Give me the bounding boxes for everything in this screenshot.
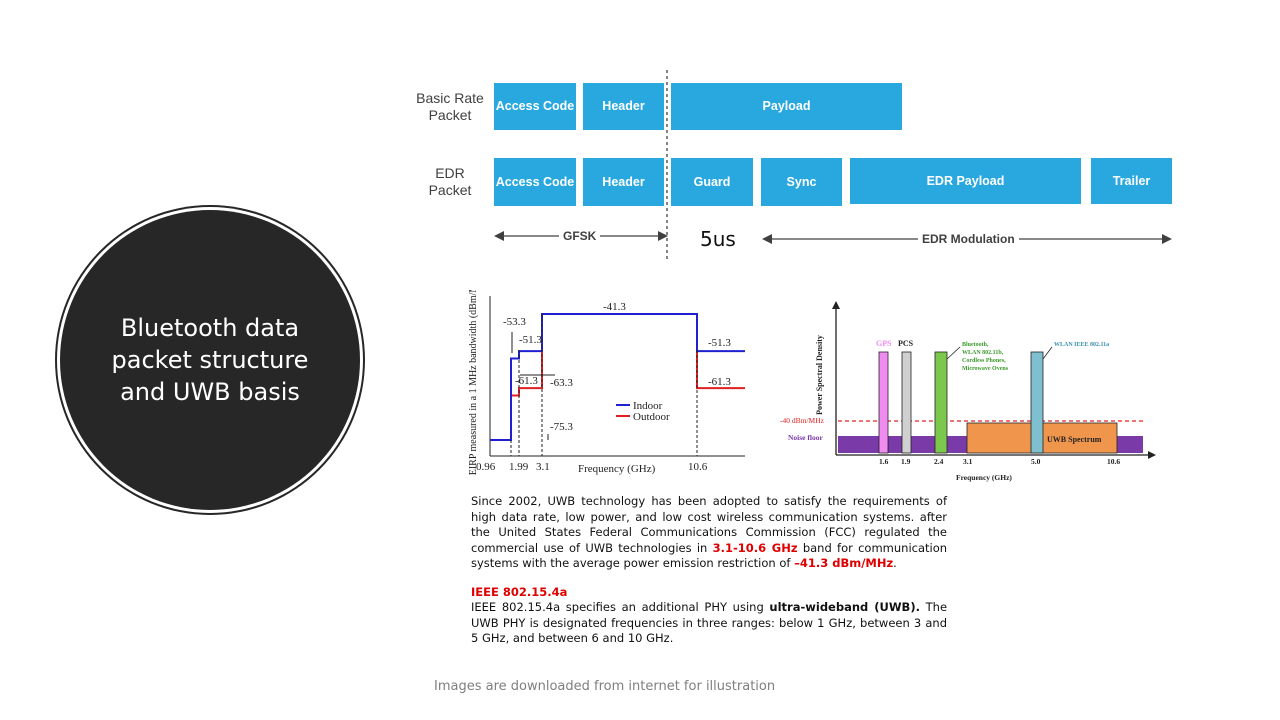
fcc-annot-513: -51.3 — [519, 334, 542, 346]
footer-note: Images are downloaded from internet for … — [434, 679, 776, 694]
gps-label: GPS — [876, 339, 892, 348]
fcc-annot-633: -63.3 — [550, 377, 573, 389]
fcc-tick-199: 1.99 — [509, 461, 529, 473]
slide-title-wrap: Bluetooth data packet structure and UWB … — [60, 210, 360, 510]
bluetooth-bar — [934, 351, 948, 454]
uwb-x-arrowhead — [1148, 451, 1156, 459]
fcc-annot-613: -61.3 — [515, 375, 538, 387]
edr-packet-label: EDR Packet — [410, 165, 490, 199]
edr-trailer-block: Trailer — [1091, 158, 1172, 204]
uwb-y-arrowhead — [832, 301, 840, 309]
basic-access-code-block: Access Code — [494, 83, 576, 130]
bluetooth-label-2: WLAN 802.11b, — [962, 350, 1004, 356]
edr-arrow-right-head — [1162, 234, 1172, 244]
fcc-series-indoor — [490, 313, 745, 441]
noise-floor-label: Noise floor — [788, 433, 823, 442]
edr-payload-block: EDR Payload — [850, 158, 1081, 204]
uwb-tick-106: 10.6 — [1107, 457, 1120, 466]
para1-end: . — [893, 556, 897, 571]
basic-rate-label: Basic Rate Packet — [410, 90, 490, 124]
bluetooth-label-4: Microwave Ovens — [962, 366, 1009, 372]
uwb-tick-24: 2.4 — [934, 457, 944, 466]
fcc-tick-106: 10.6 — [688, 461, 708, 473]
para2-uwb-bold: ultra-wideband (UWB). — [769, 600, 920, 614]
uwb-tick-16: 1.6 — [879, 457, 889, 466]
wlan-label: WLAN IEEE 802.11a — [1054, 342, 1109, 348]
gfsk-label: GFSK — [559, 229, 601, 243]
ieee-description: IEEE 802.15.4a specifies an additional P… — [471, 600, 947, 647]
fcc-annot-753: -75.3 — [550, 421, 573, 433]
ieee-heading: IEEE 802.15.4a — [471, 585, 568, 599]
uwb-xlabel: Frequency (GHz) — [956, 473, 1012, 482]
pcs-label: PCS — [898, 339, 914, 348]
bluetooth-label-1: Bluetooth, — [962, 342, 989, 348]
gfsk-arrow-left-head — [494, 231, 504, 241]
uwb-spectrum-label: UWB Spectrum — [1047, 435, 1102, 444]
legend-outdoor-label: Outdoor — [633, 411, 670, 423]
fcc-tick-31: 3.1 — [536, 461, 550, 473]
bluetooth-pointer — [946, 346, 961, 360]
fcc-annot-413: -41.3 — [603, 301, 626, 313]
fcc-annot-533: -53.3 — [503, 316, 526, 328]
fcc-annot-613-right: -61.3 — [708, 376, 731, 388]
guard-time-label: 5us — [700, 227, 736, 251]
edr-guard-block: Guard — [671, 158, 753, 206]
uwb-tick-31: 3.1 — [963, 457, 973, 466]
fcc-annot-513-right: -51.3 — [708, 337, 731, 349]
fcc-mask-chart: EIRP measured in a 1 MHz bandwidth (dBm/… — [460, 290, 750, 475]
pcs-bar — [901, 351, 912, 454]
title-circle — [60, 210, 360, 510]
uwb-spectrum-chart: Power Spectral Density Noise floor UWB S… — [780, 295, 1160, 485]
slide-title: Bluetooth data packet structure and UWB … — [111, 314, 309, 406]
para1-band-highlight: 3.1-10.6 GHz — [712, 540, 798, 555]
gfsk-arrow-right-head — [658, 231, 668, 241]
para1-text-b: band for communication systems with the … — [471, 540, 948, 571]
basic-rate-label-line1: Basic Rate — [416, 90, 484, 106]
legend-indoor-label: Indoor — [633, 400, 663, 412]
edr-sync-block: Sync — [761, 158, 842, 206]
basic-header-block: Header — [583, 83, 664, 130]
basic-rate-label-line2: Packet — [428, 107, 472, 123]
edr-arrow-left-head — [762, 234, 772, 244]
gps-bar — [878, 351, 889, 454]
edr-modulation-label: EDR Modulation — [918, 232, 1019, 246]
uwb-ylabel: Power Spectral Density — [815, 335, 824, 415]
uwb-tick-50: 5.0 — [1031, 457, 1041, 466]
edr-access-code-block: Access Code — [494, 158, 576, 206]
basic-payload-block: Payload — [671, 83, 902, 130]
para2-text-a: IEEE 802.15.4a specifies an additional P… — [471, 600, 764, 614]
para1-power-highlight: –41.3 dBm/MHz — [794, 556, 894, 571]
fcc-ylabel: EIRP measured in a 1 MHz bandwidth (dBm/… — [468, 290, 479, 475]
uwb-description: Since 2002, UWB technology has been adop… — [471, 494, 947, 572]
para1-text-a: Since 2002, UWB technology has been adop… — [471, 494, 947, 555]
wlan-bar — [1030, 351, 1044, 454]
edr-header-block: Header — [583, 158, 664, 206]
uwb-tick-19: 1.9 — [901, 457, 911, 466]
edr-label-line1: EDR — [435, 165, 465, 181]
fcc-tick-096: 0.96 — [476, 461, 496, 473]
fcc-xlabel: Frequency (GHz) — [578, 463, 656, 475]
limit-label: -40 dBm/MHz — [780, 416, 825, 425]
wlan-pointer — [1042, 346, 1053, 360]
para2-text-b: The UWB PHY is designated frequencies in… — [471, 600, 948, 646]
bluetooth-label-3: Cordless Phones, — [962, 358, 1006, 364]
edr-label-line2: Packet — [428, 182, 472, 198]
